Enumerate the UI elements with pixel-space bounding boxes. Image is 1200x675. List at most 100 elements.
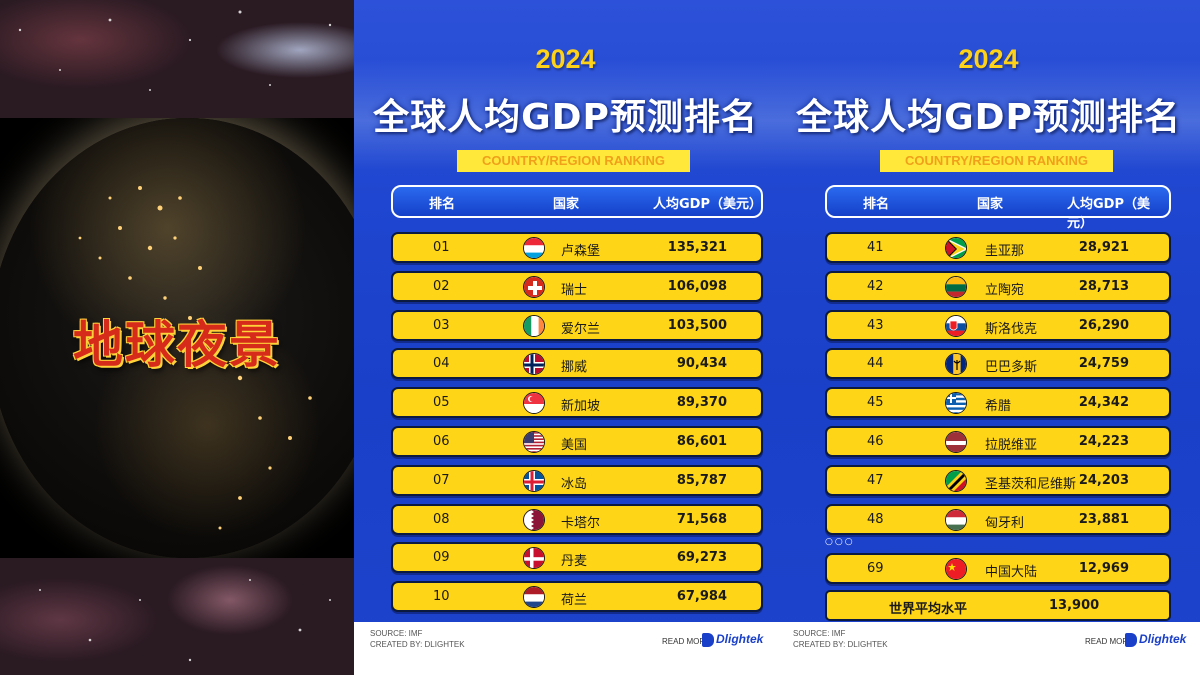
gdp-value: 23,881 xyxy=(1078,511,1129,527)
rank-number: 42 xyxy=(867,278,884,294)
china-flag-icon xyxy=(945,558,967,580)
subtitle-banner: COUNTRY/REGION RANKING xyxy=(457,150,690,172)
gdp-value: 28,713 xyxy=(1078,278,1129,294)
gdp-value: 28,921 xyxy=(1078,240,1129,255)
video-title: 地球夜景 xyxy=(73,315,281,374)
rank-number: 48 xyxy=(867,511,884,527)
slovakia-flag-icon xyxy=(945,314,967,337)
rank-number: 06 xyxy=(433,434,450,449)
table-header: 排名 国家 人均GDP（美元） xyxy=(391,185,763,218)
ranking-row: 09 丹麦 69,273 xyxy=(391,542,763,574)
gdp-value: 69,273 xyxy=(676,550,727,566)
dlightek-logo-icon xyxy=(1125,633,1137,647)
country-name: 希腊 xyxy=(985,399,1012,415)
earth-video: 地球夜景 xyxy=(0,118,354,558)
header-gdp: 人均GDP（美元） xyxy=(653,197,762,212)
panel-title: 全球人均GDP预测排名 xyxy=(796,97,1181,138)
ireland-flag-icon xyxy=(523,314,545,337)
rank-number: 41 xyxy=(867,240,884,255)
singapore-flag-icon xyxy=(523,392,545,415)
video-panel: 地球夜景 xyxy=(0,0,354,675)
rank-number: 47 xyxy=(867,472,884,488)
starfield xyxy=(18,10,332,662)
qatar-flag-icon xyxy=(523,508,545,531)
earth-globe xyxy=(0,118,354,558)
country-name: 爱尔兰 xyxy=(561,321,601,337)
table-header: 排名 国家 人均GDP（美元） xyxy=(825,185,1171,231)
gdp-value: 12,969 xyxy=(1078,561,1129,576)
source-text: SOURCE: IMF xyxy=(370,629,423,638)
subtitle-banner: COUNTRY/REGION RANKING xyxy=(880,150,1113,172)
country-name: 圭亚那 xyxy=(985,244,1025,259)
gdp-value: 106,098 xyxy=(667,278,727,294)
rank-number: 46 xyxy=(867,434,884,449)
gdp-value: 90,434 xyxy=(676,356,727,372)
barbados-flag-icon xyxy=(945,353,967,376)
panel-footer: SOURCE: IMF CREATED BY: DLIGHTEK READ MO… xyxy=(354,622,777,660)
ellipsis-indicator: ○○○ xyxy=(825,537,855,547)
country-name: 瑞士 xyxy=(561,282,588,298)
rank-number: 43 xyxy=(867,317,884,333)
gdp-value: 26,290 xyxy=(1078,317,1129,333)
source-text: SOURCE: IMF xyxy=(793,629,846,638)
read-more-link[interactable]: READ MORE xyxy=(1085,637,1134,646)
year-label: 2024 xyxy=(958,44,1019,74)
rank-number: 09 xyxy=(433,550,450,566)
rank-number: 07 xyxy=(433,472,450,488)
rank-number: 44 xyxy=(867,356,884,372)
netherlands-flag-icon xyxy=(523,586,545,609)
ranking-row: 42 立陶宛 28,713 xyxy=(825,270,1171,302)
rank-number: 05 xyxy=(433,395,450,411)
lithuania-flag-icon xyxy=(945,275,967,298)
ranking-panel-41-48: 2024 全球人均GDP预测排名 COUNTRY/REGION RANKING … xyxy=(777,0,1200,660)
created-by-text: CREATED BY: DLIGHTEK xyxy=(793,640,888,649)
dlightek-logo-icon xyxy=(702,633,714,647)
country-name: 新加坡 xyxy=(561,399,601,415)
brand-name: Dlightek xyxy=(1139,632,1187,646)
ranking-row: 44 巴巴多斯 24,759 xyxy=(825,348,1171,380)
country-name: 拉脱维亚 xyxy=(985,438,1038,453)
source-credit: SOURCE: IMF CREATED BY: DLIGHTEK xyxy=(370,628,465,650)
ranking-row: 47 圣基茨和尼维斯 24,203 xyxy=(825,464,1171,496)
header-gdp: 人均GDP（美元） xyxy=(1067,197,1150,231)
world-average-row: 世界平均水平 13,900 xyxy=(825,590,1171,621)
rank-number: 02 xyxy=(433,278,450,294)
gdp-value: 85,787 xyxy=(676,472,727,488)
ranking-row: 08 卡塔尔 71,568 xyxy=(391,503,763,535)
year-label: 2024 xyxy=(535,44,596,74)
country-name: 立陶宛 xyxy=(985,282,1025,298)
country-name: 冰岛 xyxy=(561,476,588,492)
ranking-row: 10 荷兰 67,984 xyxy=(391,581,763,613)
rank-number: 08 xyxy=(433,511,450,527)
ranking-row: 01 卢森堡 135,321 xyxy=(391,232,763,263)
greece-flag-icon xyxy=(945,392,967,415)
ranking-row: 02 瑞士 106,098 xyxy=(391,270,763,302)
rank-number: 01 xyxy=(433,240,450,255)
panel-footer: SOURCE: IMF CREATED BY: DLIGHTEK READ MO… xyxy=(777,622,1200,660)
gdp-value: 71,568 xyxy=(676,511,727,527)
ranking-row: 43 斯洛伐克 26,290 xyxy=(825,309,1171,341)
header-country: 国家 xyxy=(553,197,580,212)
usa-flag-icon xyxy=(523,431,545,453)
header-rank: 排名 xyxy=(863,197,890,212)
world-average-value: 13,900 xyxy=(1049,598,1100,613)
gdp-value: 24,203 xyxy=(1078,472,1129,488)
read-more-link[interactable]: READ MORE xyxy=(662,637,711,646)
country-name: 荷兰 xyxy=(561,593,588,609)
country-name: 匈牙利 xyxy=(985,515,1025,531)
country-name: 中国大陆 xyxy=(985,565,1038,580)
ranking-row: 04 挪威 90,434 xyxy=(391,348,763,380)
world-average-label: 世界平均水平 xyxy=(889,602,968,617)
gdp-value: 24,759 xyxy=(1078,356,1129,372)
panel-title: 全球人均GDP预测排名 xyxy=(373,97,758,138)
country-name: 卢森堡 xyxy=(561,244,601,259)
ranking-row: 03 爱尔兰 103,500 xyxy=(391,309,763,341)
source-credit: SOURCE: IMF CREATED BY: DLIGHTEK xyxy=(793,628,888,650)
rank-number: 10 xyxy=(433,589,450,605)
hungary-flag-icon xyxy=(945,508,967,531)
country-name: 挪威 xyxy=(561,360,588,376)
ranking-row: 46 拉脱维亚 24,223 xyxy=(825,426,1171,457)
rank-number: 04 xyxy=(433,356,450,372)
created-by-text: CREATED BY: DLIGHTEK xyxy=(370,640,465,649)
rank-number: 69 xyxy=(867,561,884,576)
